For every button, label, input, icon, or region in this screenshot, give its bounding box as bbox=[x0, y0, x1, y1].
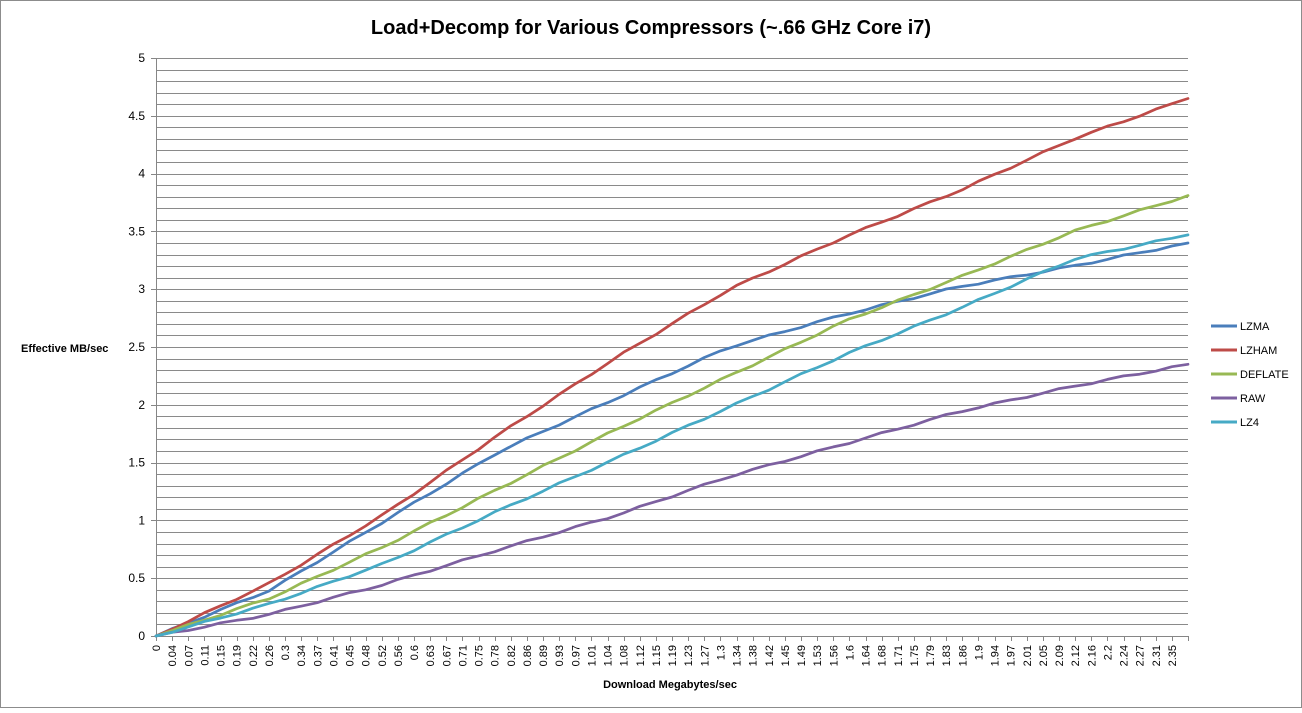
x-tick-label: 1.19 bbox=[667, 645, 679, 666]
y-tick-label: 5 bbox=[138, 51, 145, 65]
x-tick-label: 2.12 bbox=[1070, 645, 1082, 666]
x-tick-label: 0.82 bbox=[506, 645, 518, 666]
y-axis-label: Effective MB/sec bbox=[21, 343, 108, 355]
x-tick-label: 1.34 bbox=[732, 645, 744, 666]
y-tick-label: 3 bbox=[138, 282, 145, 296]
x-tick-label: 1.71 bbox=[893, 645, 905, 666]
x-tick-label: 2.01 bbox=[1022, 645, 1034, 666]
x-tick-label: 0.19 bbox=[232, 645, 244, 666]
y-tick-label: 2 bbox=[138, 398, 145, 412]
x-tick-label: 1.49 bbox=[796, 645, 808, 666]
x-tick-label: 0.22 bbox=[248, 645, 260, 666]
x-tick-label: 0.86 bbox=[522, 645, 534, 666]
x-tick-label: 2.35 bbox=[1167, 645, 1179, 666]
x-tick-label: 1.27 bbox=[699, 645, 711, 666]
x-tick-label: 0.71 bbox=[457, 645, 469, 666]
x-tick-label: 1.68 bbox=[877, 645, 889, 666]
x-tick-label: 1.94 bbox=[990, 645, 1002, 666]
x-tick-label: 1.6 bbox=[844, 645, 856, 660]
legend-label-deflate: DEFLATE bbox=[1240, 369, 1289, 381]
x-tick-label: 2.27 bbox=[1135, 645, 1147, 666]
series-line-deflate bbox=[154, 194, 1190, 638]
chart-title: Load+Decomp for Various Compressors (~.6… bbox=[371, 17, 931, 39]
x-tick-label: 1.86 bbox=[957, 645, 969, 666]
series-line-lzma bbox=[154, 241, 1190, 638]
x-tick-label: 0.93 bbox=[554, 645, 566, 666]
x-tick-label: 0.48 bbox=[361, 645, 373, 666]
x-tick-label: 0.52 bbox=[377, 645, 389, 666]
x-tick-label: 0.63 bbox=[425, 645, 437, 666]
x-tick-label: 0.67 bbox=[441, 645, 453, 666]
x-tick-label: 0.11 bbox=[199, 645, 211, 666]
x-tick-label: 0.6 bbox=[409, 645, 421, 660]
x-tick-label: 0.75 bbox=[474, 645, 486, 666]
x-tick-label: 2.05 bbox=[1038, 645, 1050, 666]
x-tick-label: 1.79 bbox=[925, 645, 937, 666]
x-tick-label: 2.09 bbox=[1054, 645, 1066, 666]
y-tick-label: 2.5 bbox=[128, 340, 145, 354]
axis-layer: 0 0.5 1 1.5 2 2.5 3 3.5 4 4.5 5 0 0.04 0.07 0.11 0.15 0.… bbox=[128, 51, 1189, 666]
x-tick-label: 0.41 bbox=[328, 645, 340, 666]
x-tick-label: 2.24 bbox=[1119, 645, 1131, 666]
x-tick-label: 0.34 bbox=[296, 645, 308, 666]
x-tick-label: 1.53 bbox=[812, 645, 824, 666]
x-tick-label: 1.9 bbox=[973, 645, 985, 660]
x-tick-label: 1.64 bbox=[861, 645, 873, 666]
x-tick-label: 0 bbox=[151, 645, 163, 651]
y-tick-label: 0 bbox=[138, 629, 145, 643]
y-tick-label: 1.5 bbox=[128, 456, 145, 470]
x-tick-label: 2.31 bbox=[1151, 645, 1163, 666]
x-tick-label: 0.78 bbox=[490, 645, 502, 666]
x-tick-label: 0.26 bbox=[264, 645, 276, 666]
x-tick-label: 0.45 bbox=[345, 645, 357, 666]
series-layer bbox=[154, 97, 1190, 638]
x-tick-label: 1.45 bbox=[780, 645, 792, 666]
x-tick-label: 1.56 bbox=[828, 645, 840, 666]
grid-layer bbox=[156, 58, 1188, 625]
y-tick-label: 0.5 bbox=[128, 571, 145, 585]
x-tick-label: 0.97 bbox=[570, 645, 582, 666]
x-axis-label: Download Megabytes/sec bbox=[603, 679, 737, 691]
y-tick-label: 4.5 bbox=[128, 109, 145, 123]
x-tick-label: 1.15 bbox=[651, 645, 663, 666]
legend-label-lzma: LZMA bbox=[1240, 321, 1270, 333]
legend: LZMA LZHAM DEFLATE RAW LZ4 bbox=[1211, 321, 1289, 429]
x-tick-label: 1.83 bbox=[941, 645, 953, 666]
x-tick-label: 2.16 bbox=[1086, 645, 1098, 666]
x-tick-label: 2.2 bbox=[1102, 645, 1114, 660]
x-tick-label: 1.04 bbox=[603, 645, 615, 666]
x-tick-label: 1.97 bbox=[1006, 645, 1018, 666]
x-tick-label: 0.3 bbox=[280, 645, 292, 660]
x-tick-label: 1.42 bbox=[764, 645, 776, 666]
x-tick-label: 1.01 bbox=[586, 645, 598, 666]
x-tick-label: 0.15 bbox=[216, 645, 228, 666]
x-tick-label: 1.75 bbox=[909, 645, 921, 666]
x-tick-label: 0.07 bbox=[183, 645, 195, 666]
y-tick-label: 4 bbox=[138, 167, 145, 181]
legend-label-lz4: LZ4 bbox=[1240, 417, 1259, 429]
x-tick-label: 1.3 bbox=[715, 645, 727, 660]
x-tick-label: 0.04 bbox=[167, 645, 179, 666]
x-tick-label: 0.89 bbox=[538, 645, 550, 666]
series-line-raw bbox=[154, 362, 1190, 638]
series-line-lzham bbox=[154, 97, 1190, 638]
x-tick-label: 1.38 bbox=[748, 645, 760, 666]
y-tick-label: 1 bbox=[138, 513, 145, 527]
y-tick-label: 3.5 bbox=[128, 224, 145, 238]
x-tick-label: 1.12 bbox=[635, 645, 647, 666]
legend-label-lzham: LZHAM bbox=[1240, 345, 1277, 357]
x-tick-label: 0.37 bbox=[312, 645, 324, 666]
x-tick-label: 1.08 bbox=[619, 645, 631, 666]
legend-label-raw: RAW bbox=[1240, 393, 1266, 405]
x-tick-label: 0.56 bbox=[393, 645, 405, 666]
x-tick-label: 1.23 bbox=[683, 645, 695, 666]
series-line-lz4 bbox=[154, 233, 1190, 638]
